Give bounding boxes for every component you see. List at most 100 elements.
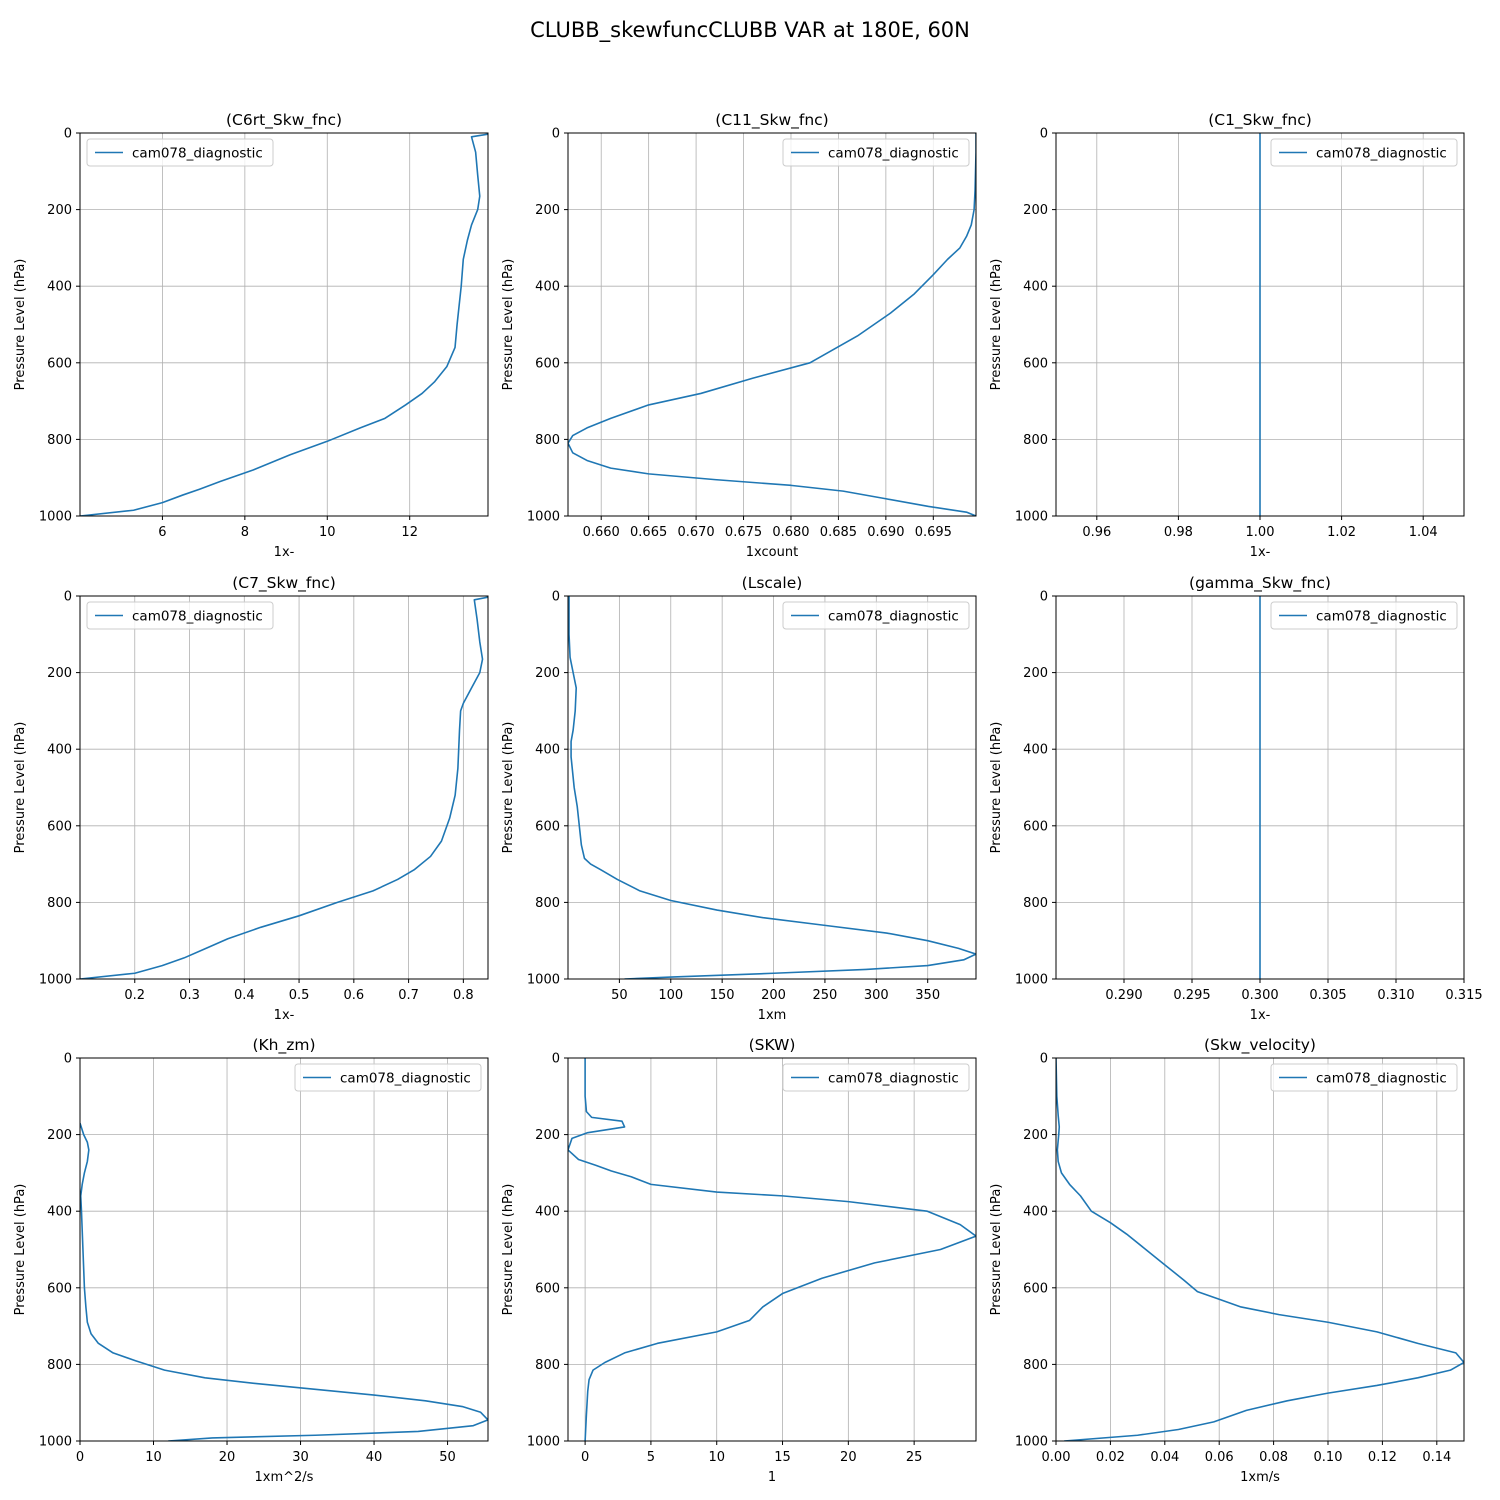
x-tick-label: 0.96 (1082, 525, 1111, 540)
x-tick-label: 0.02 (1096, 1450, 1125, 1465)
y-axis-label: Pressure Level (hPa) (501, 722, 516, 854)
y-axis-label: Pressure Level (hPa) (501, 259, 516, 391)
subplot-8: 0.00 0.02 0.04 0.06 0.08 0.10 0.12 0.14 0 200 400 6… (989, 1036, 1465, 1485)
legend-box (782, 1063, 970, 1092)
x-tick-label: 0.305 (1309, 988, 1346, 1003)
y-tick-label: 0 (64, 127, 72, 142)
y-tick-label: 0 (552, 127, 560, 142)
figure-title: CLUBB_skewfuncCLUBB VAR at 180E, 60N (530, 18, 970, 43)
legend: cam078_diagnostic (294, 1063, 482, 1092)
x-tick-label: 0.685 (820, 525, 857, 540)
y-tick-label: 600 (1023, 819, 1048, 834)
y-axis-label: Pressure Level (hPa) (501, 1184, 516, 1316)
legend: cam078_diagnostic (782, 601, 970, 630)
series-line (1056, 1058, 1464, 1441)
x-tick-label: 300 (864, 988, 889, 1003)
x-tick-label: 0.98 (1164, 525, 1193, 540)
series-line (568, 1058, 976, 1441)
x-tick-label: 6 (158, 525, 166, 540)
x-tick-label: 0.300 (1241, 988, 1278, 1003)
x-tick-label: 25 (906, 1450, 923, 1465)
y-tick-label: 200 (1023, 666, 1048, 681)
series-line (80, 133, 488, 516)
x-tick-label: 0.295 (1173, 988, 1210, 1003)
y-tick-label: 0 (552, 590, 560, 605)
subplot-title: (SKW) (749, 1036, 796, 1054)
subplot-title: (Lscale) (742, 574, 803, 592)
subplot-6: 0 10 20 30 40 50 0 200 400 600 800 1000 1xm^2/s Press… (13, 1036, 489, 1485)
x-tick-label: 150 (710, 988, 735, 1003)
series-line (568, 133, 976, 516)
x-tick-label: 1.00 (1246, 525, 1275, 540)
x-tick-label: 0.5 (289, 988, 310, 1003)
x-axis-label: 1x- (274, 1008, 295, 1023)
x-tick-label: 0.670 (677, 525, 714, 540)
legend: cam078_diagnostic (782, 1063, 970, 1092)
y-tick-label: 400 (535, 1205, 560, 1220)
x-tick-label: 12 (401, 525, 418, 540)
series-line (568, 596, 976, 979)
y-tick-label: 200 (535, 666, 560, 681)
y-axis-label: Pressure Level (hPa) (13, 1184, 28, 1316)
legend-box (86, 138, 274, 167)
axes-frame (1055, 1057, 1465, 1442)
x-tick-label: 0.315 (1445, 988, 1482, 1003)
axes-frame (567, 595, 977, 980)
y-axis-label: Pressure Level (hPa) (13, 722, 28, 854)
x-axis-label: 1xm (758, 1008, 787, 1023)
y-tick-label: 400 (47, 280, 72, 295)
y-tick-label: 1000 (1015, 973, 1048, 988)
x-tick-label: 0.310 (1377, 988, 1414, 1003)
x-axis-label: 1x- (1250, 1008, 1271, 1023)
legend-label: cam078_diagnostic (1316, 146, 1447, 162)
x-tick-label: 0.6 (343, 988, 364, 1003)
legend-box (782, 138, 970, 167)
subplot-title: (gamma_Skw_fnc) (1189, 574, 1331, 593)
legend-label: cam078_diagnostic (132, 609, 263, 625)
x-tick-label: 0.14 (1422, 1450, 1451, 1465)
y-tick-label: 0 (1040, 590, 1048, 605)
y-tick-label: 800 (1023, 1358, 1048, 1373)
legend-box (1270, 1063, 1458, 1092)
axes-frame (79, 595, 489, 980)
x-axis-label: 1 (768, 1470, 776, 1485)
legend-label: cam078_diagnostic (1316, 609, 1447, 625)
y-tick-label: 1000 (527, 973, 560, 988)
legend: cam078_diagnostic (86, 601, 274, 630)
subplot-title: (Kh_zm) (252, 1036, 315, 1055)
legend-label: cam078_diagnostic (828, 1071, 959, 1087)
y-axis-label: Pressure Level (hPa) (989, 259, 1004, 391)
subplot-0: 6 8 10 12 0 200 400 600 800 1000 1x- Pressure Level… (13, 111, 489, 560)
x-tick-label: 0.2 (124, 988, 145, 1003)
legend-box (86, 601, 274, 630)
x-axis-label: 1x- (1250, 545, 1271, 560)
y-tick-label: 800 (47, 1358, 72, 1373)
x-tick-label: 0.06 (1205, 1450, 1234, 1465)
x-tick-label: 0.12 (1368, 1450, 1397, 1465)
axes-frame (567, 1057, 977, 1442)
x-tick-label: 10 (708, 1450, 725, 1465)
y-tick-label: 1000 (1015, 1435, 1048, 1450)
x-tick-label: 0.690 (867, 525, 904, 540)
axes-frame (79, 1057, 489, 1442)
legend-box (782, 601, 970, 630)
x-tick-label: 0.665 (630, 525, 667, 540)
x-tick-label: 0.10 (1314, 1450, 1343, 1465)
x-tick-label: 10 (319, 525, 336, 540)
y-tick-label: 200 (535, 203, 560, 218)
y-tick-label: 400 (1023, 1205, 1048, 1220)
x-tick-label: 0.4 (234, 988, 255, 1003)
x-tick-label: 0.675 (725, 525, 762, 540)
x-tick-label: 20 (840, 1450, 857, 1465)
y-tick-label: 600 (1023, 356, 1048, 371)
x-tick-label: 20 (219, 1450, 236, 1465)
x-tick-label: 0.7 (398, 988, 419, 1003)
legend-label: cam078_diagnostic (828, 146, 959, 162)
y-tick-label: 0 (1040, 1052, 1048, 1067)
legend-label: cam078_diagnostic (340, 1071, 471, 1087)
y-tick-label: 1000 (527, 510, 560, 525)
x-axis-label: 1x- (274, 545, 295, 560)
y-tick-label: 800 (535, 896, 560, 911)
legend: cam078_diagnostic (782, 138, 970, 167)
y-tick-label: 200 (535, 1128, 560, 1143)
